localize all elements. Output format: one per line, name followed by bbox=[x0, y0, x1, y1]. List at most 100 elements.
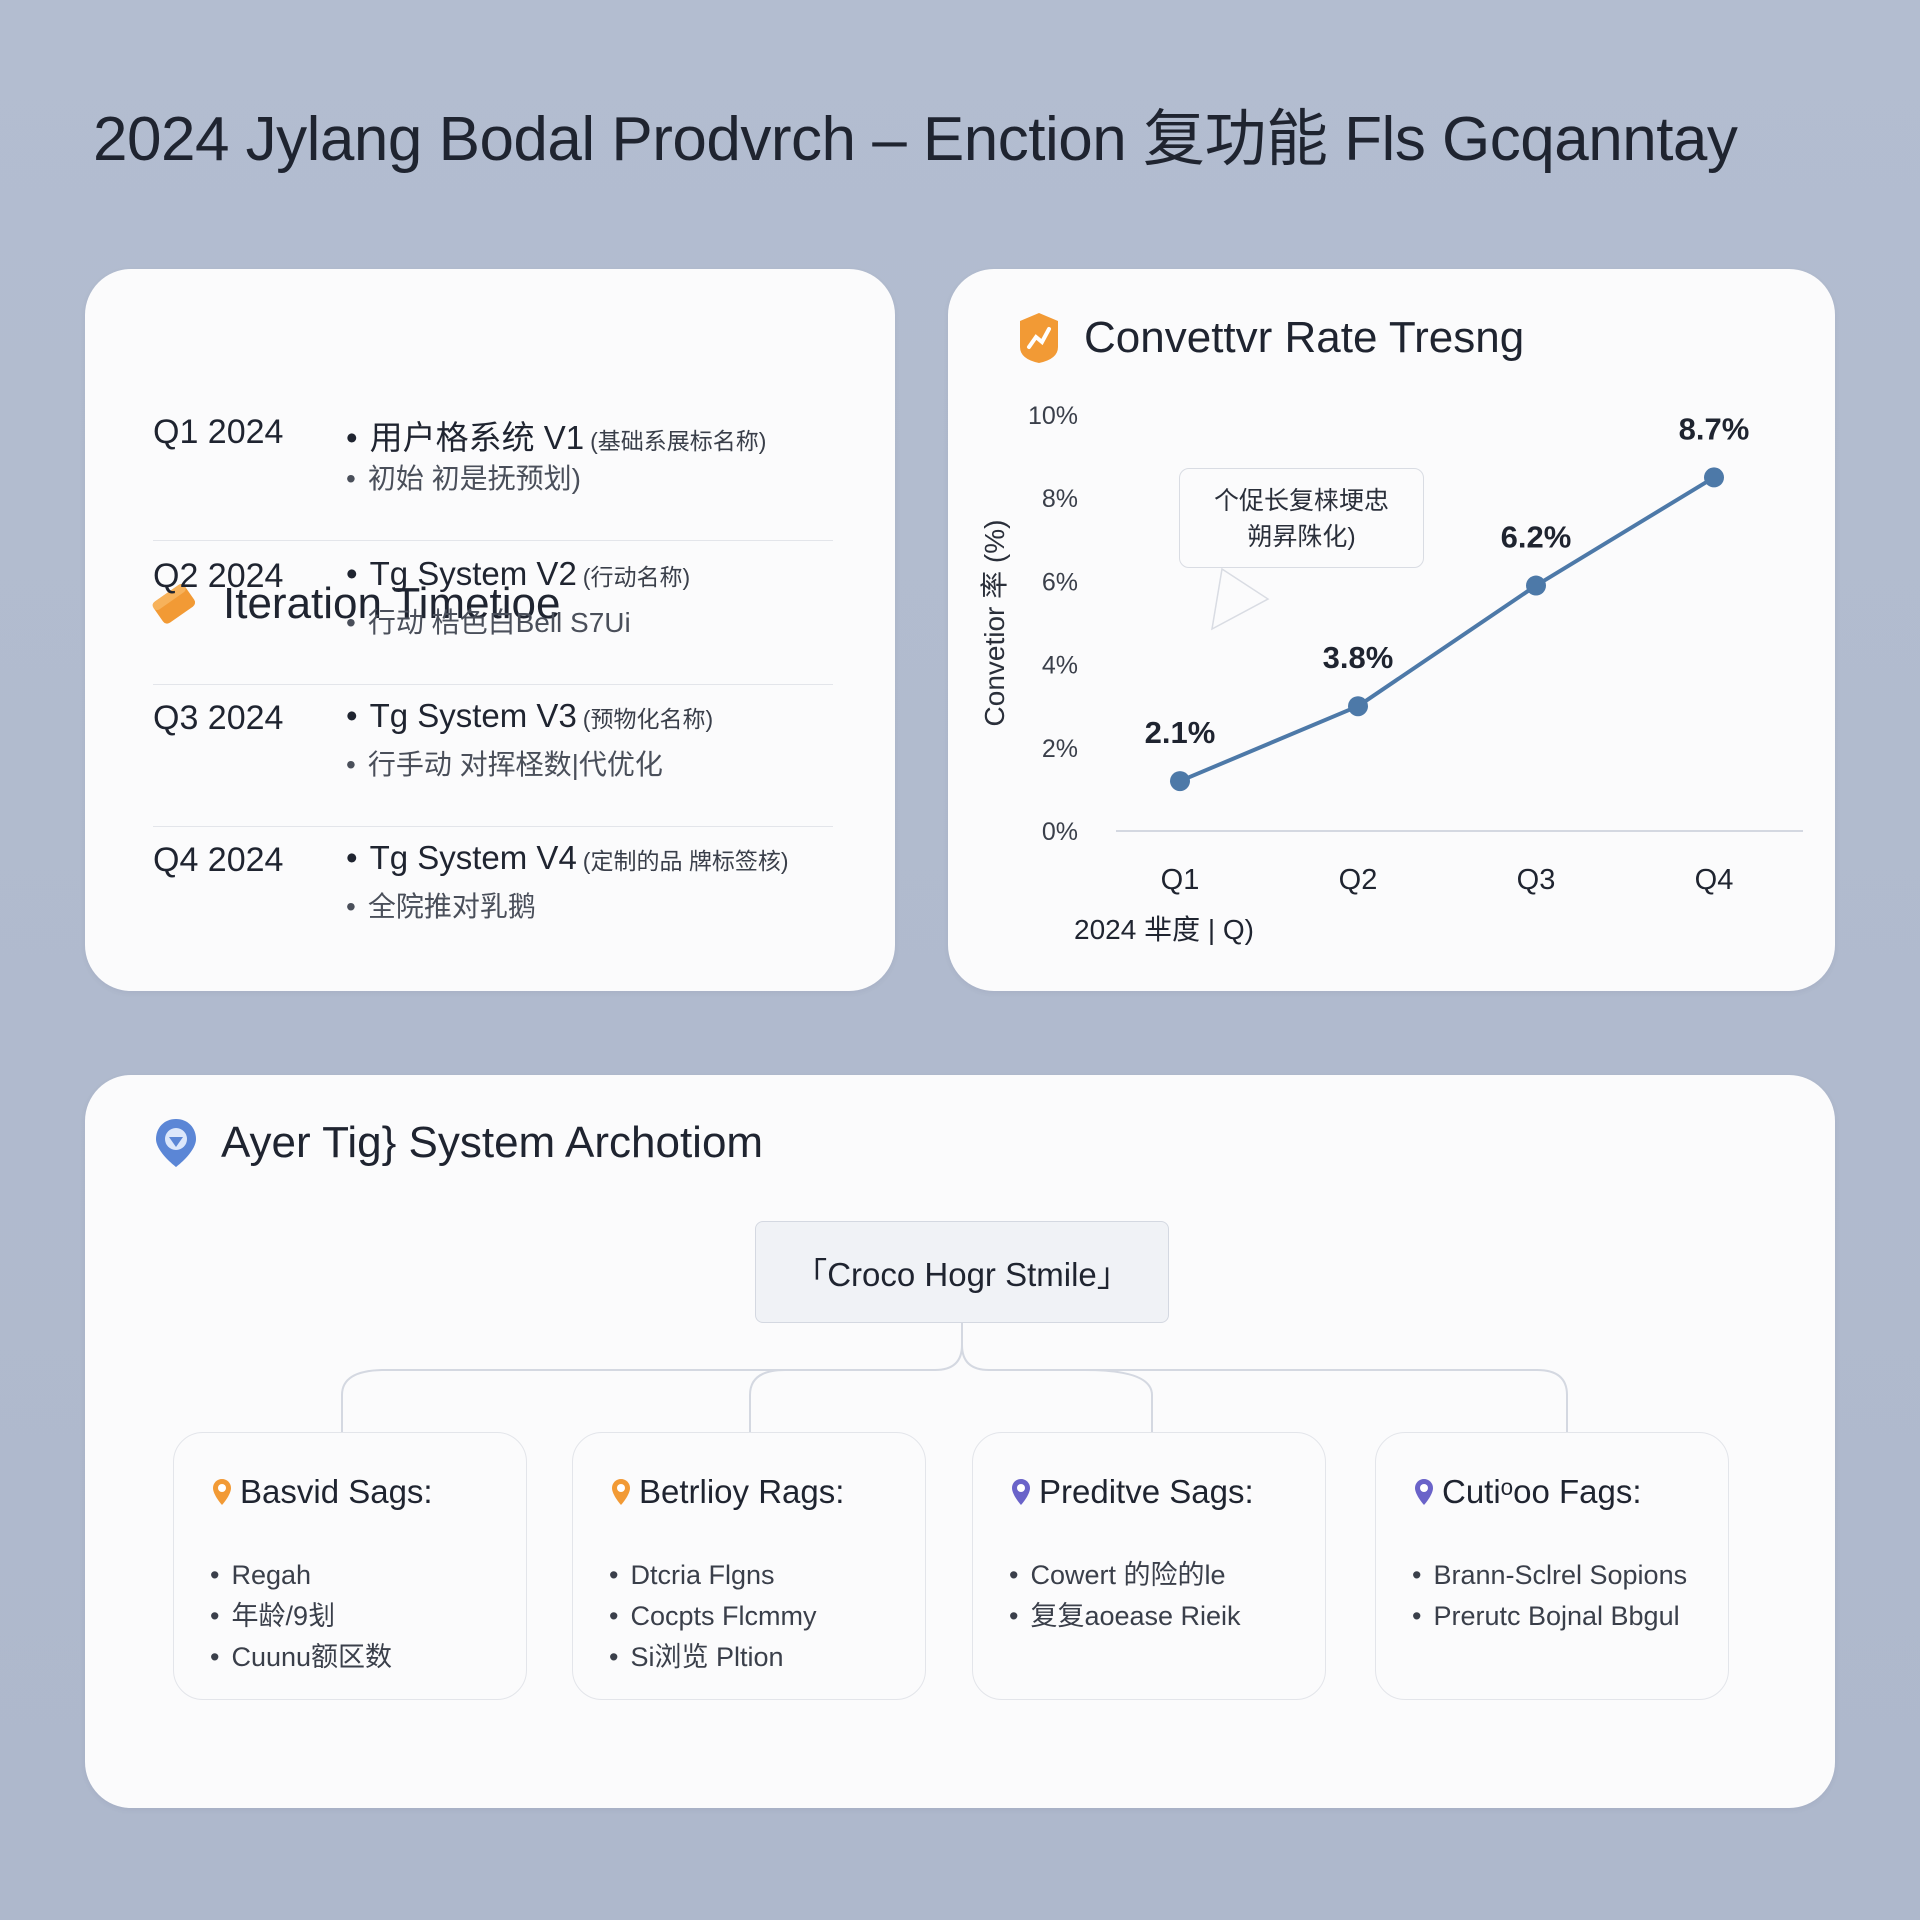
timeline-item-note: (定制的品 牌标签核) bbox=[582, 848, 789, 874]
map-pin-icon bbox=[1414, 1478, 1434, 1506]
timeline-detail-text: 初始 初是抚预划) bbox=[367, 463, 581, 494]
timeline-quarter: Q3 2024 bbox=[153, 699, 284, 737]
category-node: Cutiᵒoo Fags: Brann-Sclrel Sopions Preru… bbox=[1375, 1432, 1729, 1700]
timeline-detail-text: 全院推对乳鹅 bbox=[367, 891, 536, 922]
category-title-row: Betrlioy Rags: bbox=[611, 1473, 844, 1511]
y-tick-label: 6% bbox=[1042, 568, 1078, 596]
list-item: Prerutc Bojnal Bbgul bbox=[1412, 1596, 1687, 1637]
timeline-item-label: Tg System V4 bbox=[369, 839, 577, 876]
category-title: Basvid Sags: bbox=[240, 1473, 433, 1510]
timeline-quarter: Q4 2024 bbox=[153, 841, 284, 879]
category-title-row: Cutiᵒoo Fags: bbox=[1414, 1473, 1642, 1511]
x-axis-label: 2024 芈度 | Q) bbox=[1074, 914, 1254, 945]
timeline-row: Q2 2024 • Tg System V2 (行动名称) • 行动 梏色白Bell … bbox=[153, 543, 833, 685]
map-pin-icon bbox=[212, 1478, 232, 1506]
architecture-title: Ayer Tig} System Archotiom bbox=[221, 1118, 764, 1167]
list-item: Brann-Sclrel Sopions bbox=[1412, 1555, 1687, 1596]
category-title-row: Preditve Sags: bbox=[1011, 1473, 1254, 1511]
y-axis-label: Convetior 率 (%) bbox=[979, 520, 1010, 727]
x-tick-label: Q2 bbox=[1339, 864, 1378, 896]
list-item: Si浏览 Pltion bbox=[609, 1637, 816, 1678]
chart-title: Convettvr Rate Tresng bbox=[1084, 313, 1525, 362]
architecture-header: Ayer Tig} System Archotiom bbox=[153, 1117, 763, 1169]
timeline-detail-text: 行手动 对挥柽数|代优化 bbox=[367, 749, 663, 780]
data-point bbox=[1704, 467, 1724, 488]
list-item: Dtcria Flgns bbox=[609, 1555, 816, 1596]
category-list: Brann-Sclrel Sopions Prerutc Bojnal Bbgu… bbox=[1412, 1555, 1687, 1637]
line-chart: 0% 2% 4% 6% 8% 10% Q1 Q2 Q3 Q4 Convetior 率 (%) 2024… bbox=[979, 402, 1803, 945]
category-title: Preditve Sags: bbox=[1039, 1473, 1254, 1510]
chart-icon bbox=[1016, 311, 1062, 365]
category-node: Basvid Sags: Regah 年龄/9刬 Cuunu额区数 bbox=[173, 1432, 527, 1700]
timeline-header: Iteration Timetioe bbox=[147, 577, 561, 631]
list-item: Cocpts Flcmmy bbox=[609, 1596, 816, 1637]
tag-icon bbox=[147, 577, 201, 631]
timeline-item-note: (基础系展标名称) bbox=[590, 428, 767, 454]
timeline-item: • Tg System V2 (行动名称) bbox=[346, 555, 691, 592]
map-pin-icon bbox=[611, 1478, 631, 1506]
list-item: Cowert 的险的le bbox=[1009, 1555, 1241, 1596]
divider bbox=[153, 540, 833, 541]
timeline-item-label: 用户格系统 V1 bbox=[369, 419, 585, 456]
data-label: 6.2% bbox=[1501, 520, 1572, 555]
category-list: Dtcria Flgns Cocpts Flcmmy Si浏览 Pltion bbox=[609, 1555, 816, 1678]
category-list: Regah 年龄/9刬 Cuunu额区数 bbox=[210, 1555, 392, 1678]
chart-header: Convettvr Rate Tresng bbox=[1016, 311, 1524, 365]
timeline-row: Q3 2024 • Tg System V3 (预物化名称) • 行手动 对挥柽数|代… bbox=[153, 685, 833, 827]
y-tick-label: 8% bbox=[1042, 485, 1078, 513]
map-pin-icon bbox=[1011, 1478, 1031, 1506]
root-node: 「Croco Hogr Stmile」 bbox=[755, 1221, 1169, 1323]
callout-line: 个促长复梾埂忠 bbox=[1213, 487, 1389, 515]
list-item: Cuunu额区数 bbox=[210, 1637, 392, 1678]
timeline-detail: • 全院推对乳鹅 bbox=[346, 891, 536, 922]
series-line bbox=[1179, 475, 1716, 783]
divider bbox=[153, 826, 833, 827]
y-tick-label: 0% bbox=[1042, 818, 1078, 846]
location-pin-icon bbox=[153, 1117, 199, 1169]
timeline-item: • Tg System V4 (定制的品 牌标签核) bbox=[346, 839, 789, 876]
callout-line: 朔昇陎化) bbox=[1247, 523, 1356, 551]
callout-pointer bbox=[1211, 567, 1270, 631]
timeline-quarter: Q1 2024 bbox=[153, 413, 284, 451]
data-label: 8.7% bbox=[1679, 411, 1750, 446]
category-title: Betrlioy Rags: bbox=[639, 1473, 845, 1510]
timeline-row: Q1 2024 • 用户格系统 V1 (基础系展标名称) • 初始 初是抚预划) bbox=[153, 399, 833, 541]
y-tick-label: 4% bbox=[1042, 652, 1078, 680]
timeline-detail: • 行手动 对挥柽数|代优化 bbox=[346, 749, 663, 780]
data-label: 3.8% bbox=[1323, 640, 1394, 675]
timeline-item: • Tg System V3 (预物化名称) bbox=[346, 697, 714, 734]
list-item: 复复aoease Rieik bbox=[1009, 1596, 1240, 1637]
y-tick-label: 2% bbox=[1042, 735, 1078, 763]
data-point bbox=[1348, 696, 1368, 717]
category-title: Cutiᵒoo Fags: bbox=[1442, 1473, 1642, 1510]
iteration-timeline-card: Iteration Timetioe Q1 2024 • 用户格系统 V1 (基础系… bbox=[85, 269, 895, 991]
category-title-row: Basvid Sags: bbox=[212, 1473, 433, 1511]
list-item: Regah bbox=[210, 1555, 392, 1596]
timeline-row: Q4 2024 • Tg System V4 (定制的品 牌标签核) • 全院推对乳鹅 bbox=[153, 827, 833, 969]
timeline-detail: • 行动 梏色白Bell S7Ui bbox=[346, 607, 631, 638]
y-tick-label: 10% bbox=[1028, 402, 1078, 430]
category-node: Betrlioy Rags: Dtcria Flgns Cocpts Flcmm… bbox=[572, 1432, 926, 1700]
timeline-item-note: (行动名称) bbox=[582, 564, 691, 590]
timeline-detail: • 初始 初是抚预划) bbox=[346, 463, 581, 494]
timeline-item-label: Tg System V2 bbox=[369, 555, 577, 592]
x-tick-label: Q4 bbox=[1695, 864, 1734, 896]
conversion-rate-card: Convettvr Rate Tresng 0% 2% 4% 6% 8% 10% Q1 Q2 Q… bbox=[948, 269, 1835, 991]
chart-callout: 个促长复梾埂忠 朔昇陎化) bbox=[1179, 468, 1424, 568]
architecture-connectors bbox=[341, 1323, 1568, 1432]
category-node: Preditve Sags: Cowert 的险的le 复复aoease Rie… bbox=[972, 1432, 1326, 1700]
timeline-item-label: Tg System V3 bbox=[369, 697, 577, 734]
x-tick-label: Q3 bbox=[1517, 864, 1556, 896]
data-point bbox=[1170, 771, 1190, 792]
divider bbox=[153, 684, 833, 685]
data-label: 2.1% bbox=[1145, 715, 1216, 750]
timeline-item: • 用户格系统 V1 (基础系展标名称) bbox=[346, 419, 767, 456]
category-list: Cowert 的险的le 复复aoease Rieik bbox=[1009, 1555, 1241, 1637]
tag-system-architecture-card: Ayer Tig} System Archotiom 「Croco Hogr S… bbox=[85, 1075, 1835, 1808]
timeline-title: Iteration Timetioe bbox=[223, 579, 561, 628]
page-title: 2024 Jylang Bodal Prodvrch – Enction 复功能… bbox=[93, 105, 1738, 174]
x-tick-label: Q1 bbox=[1161, 864, 1200, 896]
timeline-item-note: (预物化名称) bbox=[582, 706, 714, 732]
list-item: 年龄/9刬 bbox=[210, 1596, 392, 1637]
timeline-quarter: Q2 2024 bbox=[153, 557, 284, 595]
